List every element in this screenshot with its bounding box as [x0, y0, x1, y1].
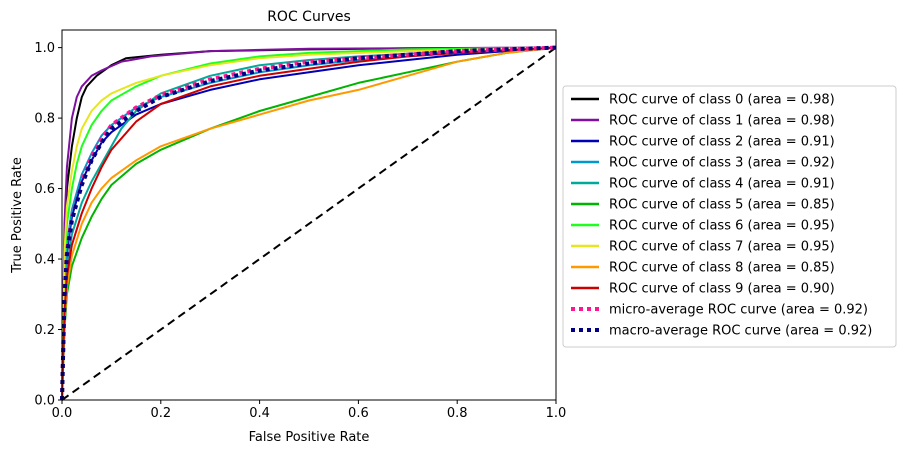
x-tick-label: 1.0: [546, 406, 567, 421]
series-line-6: [61, 46, 557, 401]
x-tick-label: 0.6: [348, 406, 369, 421]
series-line-5: [61, 46, 557, 401]
y-tick-label: 0.8: [34, 112, 55, 127]
reference-diagonal-line: [61, 46, 557, 401]
plot-area: [60, 45, 557, 401]
x-axis: 0.0 0.2 0.4 0.6 0.8 1.0: [52, 400, 567, 421]
legend-entry-10: micro-average ROC curve (area = 0.92): [609, 303, 868, 318]
series-line-1: [61, 46, 557, 401]
legend-entry-8: ROC curve of class 8 (area = 0.85): [609, 261, 835, 276]
legend-entry-4: ROC curve of class 4 (area = 0.91): [609, 177, 835, 192]
legend-entry-0: ROC curve of class 0 (area = 0.98): [609, 93, 835, 108]
legend-entry-11: macro-average ROC curve (area = 0.92): [609, 324, 872, 339]
plot-frame: [61, 29, 557, 401]
y-axis: 0.0 0.2 0.4 0.6 0.8 1.0: [34, 41, 62, 409]
x-tick-label: 0.4: [249, 406, 270, 421]
series-line-8: [61, 46, 557, 401]
y-tick-label: 0.6: [34, 182, 55, 197]
legend-entry-7: ROC curve of class 7 (area = 0.95): [609, 240, 835, 255]
y-tick-label: 1.0: [34, 41, 55, 56]
y-tick-label: 0.0: [34, 394, 55, 409]
legend-entry-3: ROC curve of class 3 (area = 0.92): [609, 156, 835, 171]
x-tick-label: 0.2: [150, 406, 171, 421]
x-tick-label: 0.0: [52, 406, 73, 421]
legend-entry-6: ROC curve of class 6 (area = 0.95): [609, 219, 835, 234]
x-axis-label: False Positive Rate: [249, 430, 370, 445]
y-tick-label: 0.4: [34, 253, 55, 268]
legend-entry-5: ROC curve of class 5 (area = 0.85): [609, 198, 835, 213]
chart-title: ROC Curves: [267, 9, 351, 25]
x-tick-label: 0.8: [447, 406, 468, 421]
legend-entry-9: ROC curve of class 9 (area = 0.90): [609, 282, 835, 297]
legend: ROC curve of class 0 (area = 0.98) ROC cu…: [562, 85, 897, 348]
series-line-7: [61, 46, 557, 401]
y-axis-label: True Positive Rate: [10, 157, 25, 274]
legend-entry-1: ROC curve of class 1 (area = 0.98): [609, 114, 835, 129]
legend-frame: [562, 85, 897, 348]
y-tick-label: 0.2: [34, 323, 55, 338]
legend-entry-2: ROC curve of class 2 (area = 0.91): [609, 135, 835, 150]
series-line-9: [61, 46, 557, 401]
series-line-11: [60, 45, 557, 401]
